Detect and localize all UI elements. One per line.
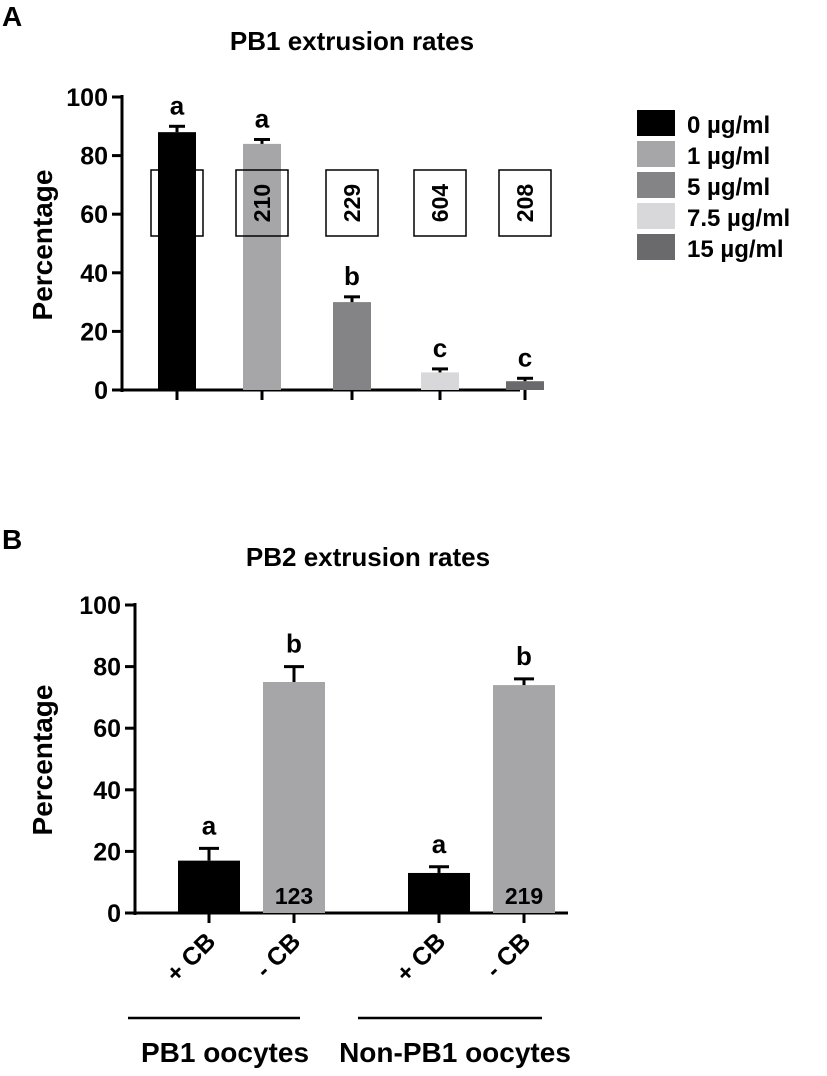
legend-label: 0 µg/ml — [687, 112, 770, 139]
bar-- CB — [493, 685, 555, 913]
bar-15 µg/ml — [506, 381, 544, 390]
chart-a-ylabel: Percentage — [27, 170, 58, 321]
significance-letter: c — [433, 333, 447, 363]
significance-letter: b — [344, 261, 360, 291]
significance-letter: b — [516, 641, 532, 671]
y-tick-label: 0 — [94, 377, 108, 405]
bar-1 µg/ml — [243, 143, 281, 390]
legend-label: 7.5 µg/ml — [687, 205, 790, 232]
y-tick-label: 100 — [79, 592, 121, 620]
chart-a: 0 20 40 60 80 100 a 609 a 210 b 229 c 604 c 208 — [66, 84, 552, 405]
legend-label: 5 µg/ml — [687, 174, 770, 201]
significance-letter: a — [255, 103, 270, 133]
bar-+ CB — [408, 872, 470, 913]
legend-label: 1 µg/ml — [687, 143, 770, 170]
y-tick-label: 20 — [93, 838, 121, 866]
y-tick-label: 60 — [80, 201, 108, 229]
n-label-box — [325, 169, 379, 237]
bar-5 µg/ml — [333, 302, 371, 390]
chart-b-title: PB2 extrusion rates — [246, 542, 490, 572]
legend-swatch — [637, 172, 675, 198]
y-tick-label: 100 — [66, 84, 108, 112]
x-category-label: + CB — [391, 927, 452, 988]
n-label: 210 — [249, 184, 275, 222]
chart-b: 0 20 40 60 80 100 a 170 + CB b 123 - CB a 291 + CB b 219… — [79, 592, 571, 1068]
n-label-box — [150, 169, 204, 237]
legend-swatch — [637, 110, 675, 136]
bar-0 µg/ml — [158, 132, 196, 390]
bar-- CB — [263, 682, 325, 913]
y-tick-label: 80 — [80, 143, 108, 171]
significance-letter: b — [286, 629, 302, 659]
n-label-box — [413, 169, 467, 237]
n-label-box — [235, 169, 289, 237]
y-tick-label: 40 — [80, 260, 108, 288]
n-label: 229 — [339, 184, 365, 222]
legend-label: 15 µg/ml — [687, 236, 784, 263]
y-tick-label: 60 — [93, 715, 121, 743]
chart-a-title: PB1 extrusion rates — [230, 26, 474, 56]
significance-letter: a — [202, 810, 217, 840]
significance-letter: a — [170, 90, 185, 120]
legend-swatch — [637, 141, 675, 167]
group-label: Non-PB1 oocytes — [339, 1037, 571, 1068]
x-category-label: - CB — [250, 927, 306, 983]
significance-letter: a — [432, 829, 447, 859]
y-tick-label: 80 — [93, 654, 121, 682]
n-label: 291 — [420, 883, 459, 909]
chart-a-legend: 0 µg/ml 1 µg/ml 5 µg/ml 7.5 µg/ml 15 µg/ml — [637, 110, 790, 263]
n-label: 604 — [427, 184, 453, 223]
bar-+ CB — [178, 860, 240, 913]
x-category-label: - CB — [480, 927, 536, 983]
panel-b-letter: B — [2, 524, 22, 555]
significance-letter: c — [518, 342, 532, 372]
x-category-label: + CB — [161, 927, 222, 988]
legend-swatch — [637, 234, 675, 260]
panel-a-letter: A — [2, 1, 22, 32]
n-label: 170 — [190, 883, 228, 909]
y-tick-label: 20 — [80, 318, 108, 346]
group-label: PB1 oocytes — [141, 1037, 309, 1068]
n-label-box — [498, 169, 552, 237]
legend-swatch — [637, 203, 675, 229]
bar-7.5 µg/ml — [421, 372, 459, 390]
chart-b-ylabel: Percentage — [27, 685, 58, 836]
y-tick-label: 0 — [107, 900, 121, 928]
n-label: 609 — [164, 184, 190, 222]
n-label: 123 — [275, 883, 313, 909]
y-tick-label: 40 — [93, 777, 121, 805]
n-label: 208 — [512, 184, 538, 223]
n-label: 219 — [505, 883, 543, 909]
